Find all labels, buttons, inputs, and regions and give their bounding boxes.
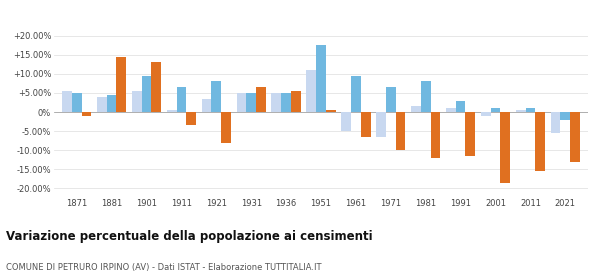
Bar [211, 81, 221, 112]
Bar [116, 57, 126, 112]
Bar [271, 93, 281, 112]
Bar [535, 112, 545, 171]
Bar [221, 112, 231, 143]
Bar [421, 81, 431, 112]
Text: COMUNE DI PETRURO IRPINO (AV) - Dati ISTAT - Elaborazione TUTTITALIA.IT: COMUNE DI PETRURO IRPINO (AV) - Dati IST… [6, 263, 322, 272]
Bar [281, 93, 291, 112]
Bar [386, 87, 395, 112]
Bar [361, 112, 371, 137]
Bar [411, 106, 421, 112]
Bar [307, 70, 316, 112]
Bar [431, 112, 440, 158]
Bar [167, 110, 176, 112]
Bar [186, 112, 196, 125]
Legend: Petruro Irpino, Provincia di AV, Campania: Petruro Irpino, Provincia di AV, Campani… [182, 0, 460, 1]
Bar [236, 93, 247, 112]
Bar [82, 112, 91, 116]
Bar [316, 45, 326, 112]
Bar [107, 95, 116, 112]
Bar [491, 108, 500, 112]
Text: Variazione percentuale della popolazione ai censimenti: Variazione percentuale della popolazione… [6, 230, 373, 242]
Bar [395, 112, 406, 150]
Bar [62, 91, 72, 112]
Bar [351, 76, 361, 112]
Bar [526, 108, 535, 112]
Bar [202, 99, 211, 112]
Bar [326, 110, 335, 112]
Bar [142, 76, 151, 112]
Bar [341, 112, 351, 131]
Bar [151, 62, 161, 112]
Bar [132, 91, 142, 112]
Bar [72, 93, 82, 112]
Bar [247, 93, 256, 112]
Bar [446, 108, 456, 112]
Bar [500, 112, 510, 183]
Bar [256, 87, 266, 112]
Bar [456, 101, 466, 112]
Bar [291, 91, 301, 112]
Bar [376, 112, 386, 137]
Bar [97, 97, 107, 112]
Bar [551, 112, 560, 133]
Bar [176, 87, 186, 112]
Bar [516, 110, 526, 112]
Bar [570, 112, 580, 162]
Bar [560, 112, 570, 120]
Bar [466, 112, 475, 156]
Bar [481, 112, 491, 116]
